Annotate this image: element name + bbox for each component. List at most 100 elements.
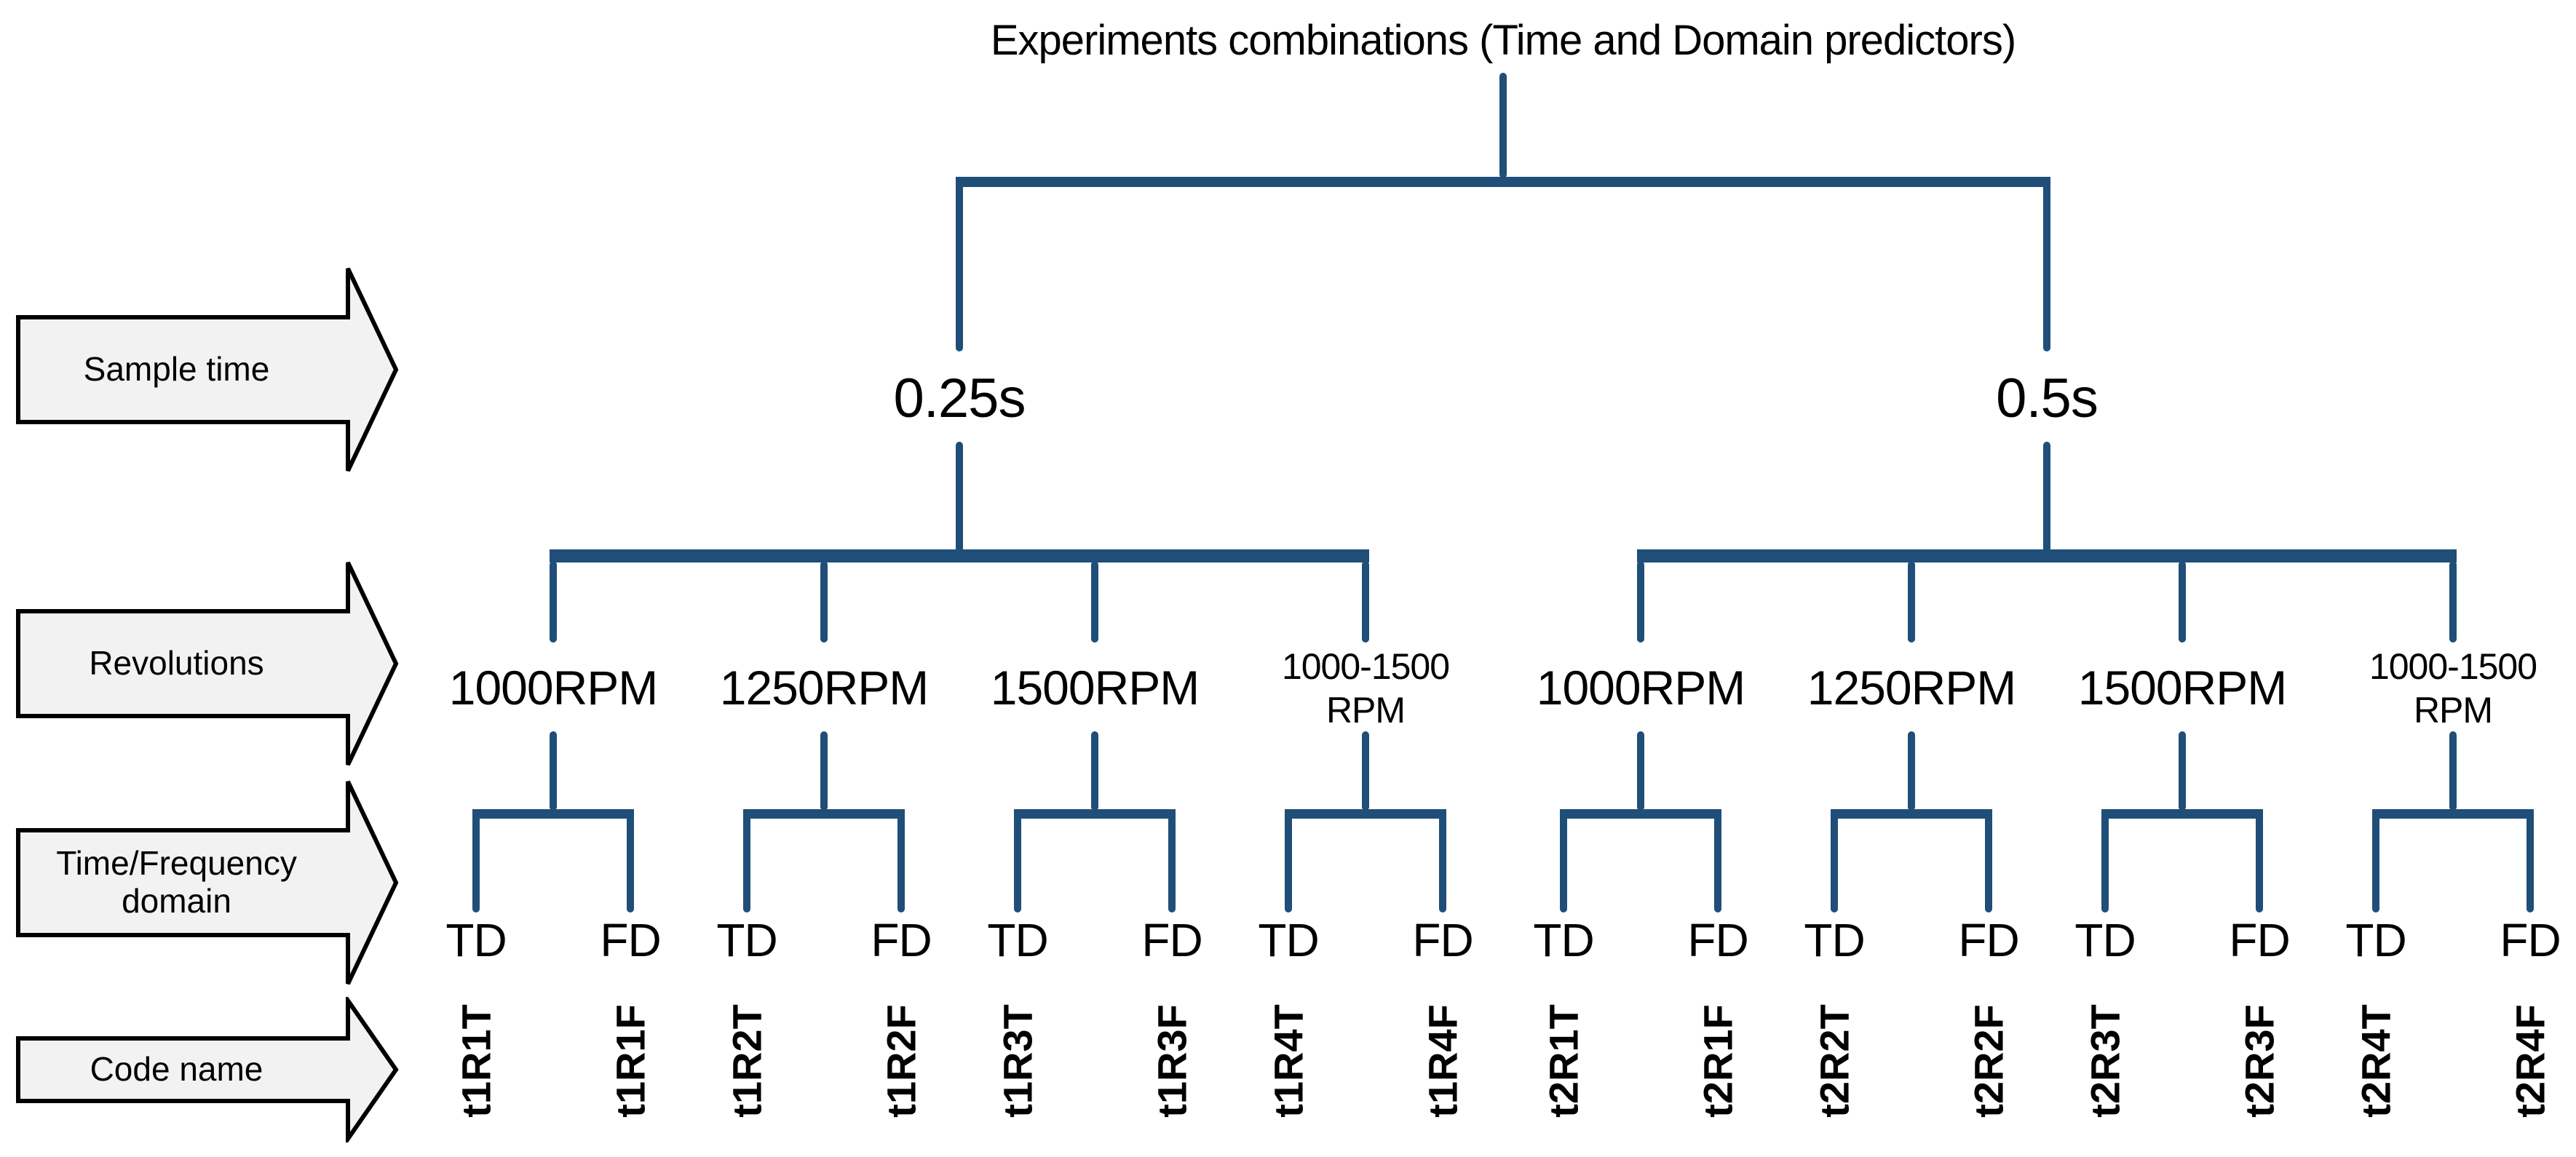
- domain-horizontal-bar: [1831, 809, 1992, 819]
- code-label: t1R2F: [878, 1004, 924, 1118]
- domain-node-label: FD: [1141, 914, 1202, 967]
- domain-node-label: FD: [600, 914, 661, 967]
- domain-branch-line: [2256, 809, 2263, 913]
- domain-branch-line: [1985, 809, 1992, 913]
- domain-horizontal-bar: [1560, 809, 1721, 819]
- code-label: t2R4F: [2507, 1004, 2553, 1118]
- rpm-branch-line: [550, 731, 557, 811]
- code-label: t2R2F: [1965, 1004, 2012, 1118]
- row-arrow-icon: [16, 780, 399, 985]
- domain-branch-line: [1714, 809, 1721, 913]
- domain-horizontal-bar: [2372, 809, 2534, 819]
- domain-node-label: FD: [871, 914, 932, 967]
- domain-node-label: TD: [2345, 914, 2406, 967]
- rpm-branch-line: [1091, 561, 1098, 643]
- revolutions-horizontal-bar: [550, 549, 1369, 562]
- rpm-branch-line: [1091, 731, 1098, 811]
- domain-branch-line: [897, 809, 905, 913]
- domain-branch-line: [1014, 809, 1021, 913]
- domain-node-label: FD: [2500, 914, 2561, 967]
- rpm-node-label: 1000-1500 RPM: [1281, 645, 1450, 731]
- domain-branch-line: [2101, 809, 2109, 913]
- domain-branch-line: [1831, 809, 1838, 913]
- rpm-node-label: 1250RPM: [1807, 660, 2017, 715]
- domain-branch-line: [2527, 809, 2534, 913]
- domain-node-label: TD: [1258, 914, 1319, 967]
- rpm-branch-line: [1908, 731, 1915, 811]
- domain-node-label: FD: [2229, 914, 2290, 967]
- row-arrow-icon: [16, 267, 399, 472]
- code-label: t1R4T: [1265, 1004, 1312, 1118]
- code-label: t2R4T: [2353, 1004, 2399, 1118]
- domain-branch-line: [627, 809, 634, 913]
- time-branch-line: [956, 442, 963, 552]
- code-label: t2R3F: [2236, 1004, 2283, 1118]
- row-arrow-icon: [16, 561, 399, 766]
- domain-branch-line: [1285, 809, 1292, 913]
- domain-node-label: TD: [716, 914, 777, 967]
- domain-branch-line: [1168, 809, 1176, 913]
- rpm-branch-line: [2179, 731, 2186, 811]
- domain-branch-line: [1560, 809, 1567, 913]
- code-label: t2R3T: [2082, 1004, 2128, 1118]
- domain-node-label: TD: [1533, 914, 1594, 967]
- domain-node-label: TD: [2074, 914, 2136, 967]
- code-label: t1R4F: [1419, 1004, 1466, 1118]
- rpm-node-label: 1250RPM: [719, 660, 930, 715]
- domain-horizontal-bar: [472, 809, 634, 819]
- time-node-label: 0.5s: [1996, 367, 2099, 430]
- domain-branch-line: [472, 809, 480, 913]
- rpm-branch-line: [1362, 731, 1369, 811]
- code-label: t1R3F: [1149, 1004, 1195, 1118]
- code-label: t2R2T: [1811, 1004, 1858, 1118]
- root-horizontal-bar: [956, 177, 2050, 187]
- rpm-branch-line: [2179, 561, 2186, 643]
- domain-node-label: TD: [987, 914, 1048, 967]
- domain-node-label: TD: [445, 914, 507, 967]
- code-label: t1R3T: [994, 1004, 1041, 1118]
- domain-horizontal-bar: [743, 809, 905, 819]
- row-label-revolutions: Revolutions: [89, 644, 264, 683]
- rpm-node-label: 1500RPM: [2077, 660, 2288, 715]
- rpm-branch-line: [820, 561, 828, 643]
- domain-horizontal-bar: [1014, 809, 1176, 819]
- domain-branch-line: [1439, 809, 1446, 913]
- code-label: t1R1T: [453, 1004, 499, 1118]
- rpm-node-label: 1000-1500 RPM: [2369, 645, 2537, 731]
- domain-node-label: FD: [1958, 914, 2019, 967]
- code-label: t2R1F: [1695, 1004, 1741, 1118]
- rpm-branch-line: [820, 731, 828, 811]
- rpm-node-label: 1500RPM: [990, 660, 1200, 715]
- code-label: t1R1F: [607, 1004, 654, 1118]
- rpm-branch-line: [1908, 561, 1915, 643]
- row-arrow-icon: [16, 997, 399, 1142]
- root-vertical-line: [1499, 73, 1507, 178]
- rpm-node-label: 1000RPM: [1536, 660, 1746, 715]
- revolutions-horizontal-bar: [1637, 549, 2457, 562]
- row-label-time-frequency-domain: Time/Frequency domain: [56, 844, 297, 920]
- rpm-branch-line: [2449, 561, 2457, 643]
- code-label: t2R1T: [1540, 1004, 1587, 1118]
- domain-branch-line: [2372, 809, 2379, 913]
- code-label: t1R2T: [724, 1004, 770, 1118]
- time-branch-line: [956, 177, 963, 351]
- domain-horizontal-bar: [1285, 809, 1446, 819]
- rpm-branch-line: [1637, 731, 1644, 811]
- rpm-branch-line: [1637, 561, 1644, 643]
- time-branch-line: [2043, 442, 2050, 552]
- rpm-branch-line: [550, 561, 557, 643]
- domain-node-label: TD: [1804, 914, 1865, 967]
- domain-branch-line: [743, 809, 750, 913]
- domain-node-label: FD: [1412, 914, 1473, 967]
- rpm-branch-line: [1362, 561, 1369, 643]
- domain-horizontal-bar: [2101, 809, 2263, 819]
- row-label-sample-time: Sample time: [83, 350, 270, 389]
- time-node-label: 0.25s: [893, 367, 1026, 430]
- domain-node-label: FD: [1687, 914, 1748, 967]
- rpm-branch-line: [2449, 731, 2457, 811]
- row-label-code-name: Code name: [90, 1050, 263, 1089]
- time-branch-line: [2043, 177, 2050, 351]
- rpm-node-label: 1000RPM: [448, 660, 659, 715]
- page-title: Experiments combinations (Time and Domai…: [990, 16, 2016, 64]
